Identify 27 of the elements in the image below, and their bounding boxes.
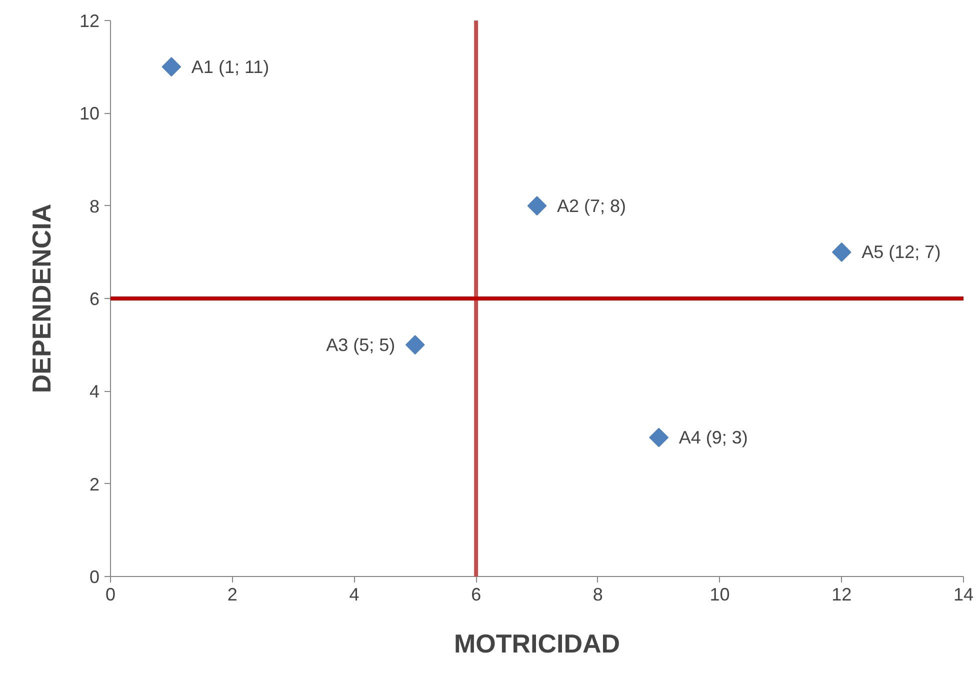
annotation: A4 (9; 3) — [678, 428, 748, 448]
annotation: A1 (1; 11) — [191, 56, 270, 77]
x-tick-label: 8 — [592, 584, 603, 604]
x-tick-label: 12 — [832, 584, 852, 604]
y-tick-label: 4 — [89, 382, 100, 402]
x-axis-title: MOTRICIDAD — [454, 628, 620, 658]
point — [405, 335, 425, 355]
y-tick-label: 12 — [79, 11, 100, 31]
x-tick-label: 6 — [471, 584, 482, 604]
point — [832, 242, 852, 262]
x-tick-label: 14 — [953, 584, 974, 604]
annotation: A5 (12; 7) — [862, 242, 941, 262]
x-tick-label: 2 — [227, 584, 238, 604]
x-tick-label: 4 — [349, 584, 360, 604]
point — [162, 57, 182, 77]
annotation: A3 (5; 5) — [326, 334, 396, 355]
y-tick-label: 8 — [89, 196, 100, 216]
x-tick-label: 0 — [105, 584, 116, 604]
y-tick-label: 10 — [79, 104, 100, 124]
annotation: A2 (7; 8) — [557, 196, 626, 216]
y-tick-label: 6 — [89, 289, 100, 309]
x-tick-label: 10 — [710, 584, 730, 604]
point — [527, 196, 547, 216]
y-axis-title: DEPENDENCIA — [26, 204, 56, 394]
point — [649, 428, 669, 448]
y-tick-label: 2 — [89, 474, 100, 494]
y-tick-label: 0 — [89, 567, 100, 587]
